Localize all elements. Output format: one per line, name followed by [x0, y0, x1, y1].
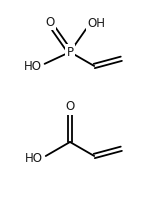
Text: O: O: [45, 16, 55, 29]
Text: HO: HO: [25, 152, 43, 166]
Text: P: P: [67, 46, 73, 58]
Text: OH: OH: [87, 17, 105, 30]
Text: O: O: [65, 100, 75, 114]
Text: HO: HO: [24, 60, 42, 73]
